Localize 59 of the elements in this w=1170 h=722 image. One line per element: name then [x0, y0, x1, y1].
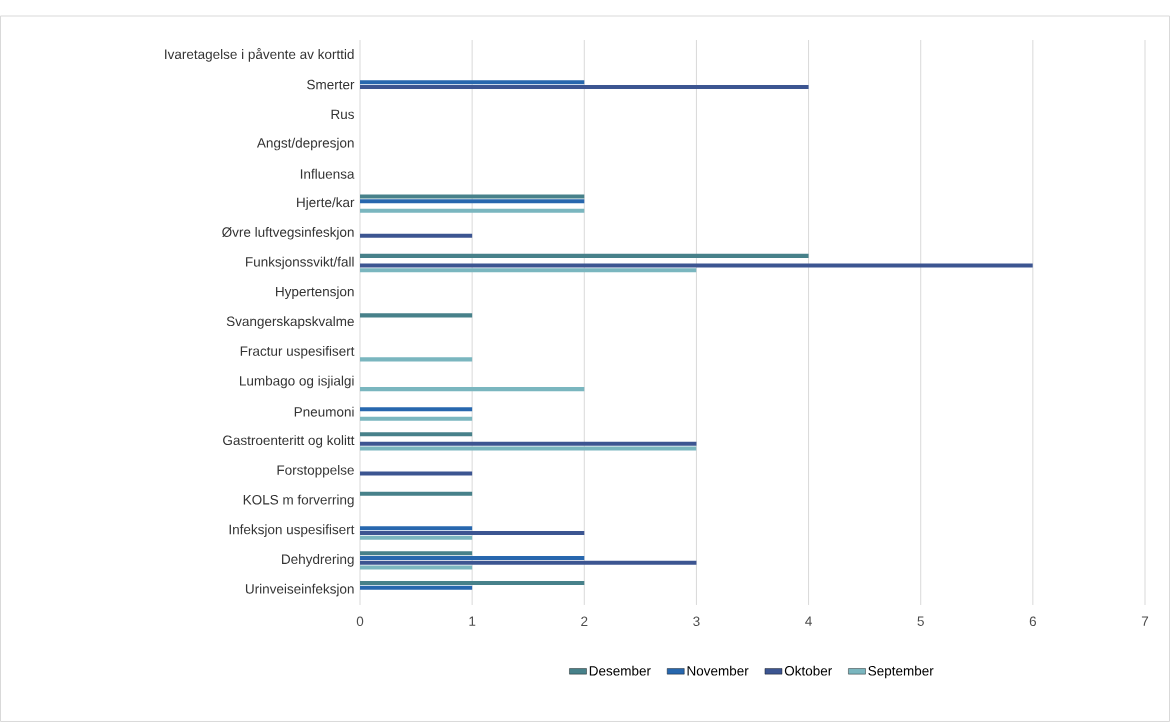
bar [360, 446, 697, 451]
y-tick-label: Rus [331, 109, 354, 120]
x-tick-label: 6 [1029, 616, 1037, 627]
bar [360, 387, 585, 392]
bar [360, 565, 473, 570]
y-tick-label: Øvre luftvegsinfeskjon [222, 226, 354, 240]
y-tick-label: Pneumoni [294, 406, 354, 417]
legend-label: Desember [589, 665, 651, 676]
bar [360, 84, 809, 89]
y-tick-label: Urinveiseinfeksjon [245, 583, 354, 597]
bar [360, 416, 473, 421]
bar [360, 194, 585, 199]
bar [360, 491, 473, 496]
x-tick-label: 5 [917, 616, 924, 626]
bar [360, 407, 473, 412]
y-tick-label: Smerter [307, 79, 355, 90]
y-tick-label: Gastroenteritt og kolitt [223, 435, 355, 448]
bar [360, 233, 473, 238]
legend-label: Oktober [784, 665, 832, 676]
bar [360, 208, 585, 213]
bar [360, 313, 473, 318]
y-tick-label: KOLS m forverring [243, 494, 354, 508]
x-tick-label: 3 [693, 616, 700, 627]
y-tick-label: Infeksjon uspesifisert [229, 524, 355, 537]
x-tick-label: 4 [805, 616, 812, 626]
y-tick-label: Forstoppelse [277, 464, 354, 478]
bar [360, 580, 585, 586]
y-tick-label: Angst/depresjon [256, 137, 354, 151]
y-tick-label: Ivaretagelse i påvente av korttid [165, 48, 354, 62]
bar [360, 526, 473, 531]
y-tick-label: Influensa [300, 168, 355, 179]
bar [360, 357, 473, 362]
y-tick-label: Hypertensjon [276, 286, 354, 300]
legend-label: September [868, 665, 934, 679]
bar [360, 441, 697, 446]
y-tick-label: Funksjonssvikt/fall [246, 256, 354, 270]
x-tick-label: 2 [581, 616, 588, 626]
bar [360, 551, 473, 556]
bar [360, 263, 1033, 268]
x-tick-label: 1 [469, 616, 476, 626]
bar [360, 535, 473, 540]
bar [360, 80, 585, 85]
bar [360, 432, 473, 437]
x-tick-label: 7 [1141, 616, 1149, 626]
bar [360, 268, 697, 273]
y-tick-label: Hjerte/kar [297, 197, 355, 210]
bar [360, 253, 809, 258]
bar [360, 585, 473, 590]
y-tick-label: Dehydrering [282, 554, 354, 567]
bar [360, 199, 585, 204]
legend-label: November [687, 665, 749, 676]
x-tick-label: 0 [356, 616, 364, 627]
bar [360, 555, 585, 561]
y-tick-label: Fractur uspesifisert [240, 345, 355, 359]
y-tick-label: Lumbago og isjialgi [240, 375, 354, 389]
bar [360, 560, 697, 565]
y-tick-label: Svangerskapskvalme [226, 316, 354, 329]
bar [360, 471, 473, 476]
bar [360, 531, 585, 536]
